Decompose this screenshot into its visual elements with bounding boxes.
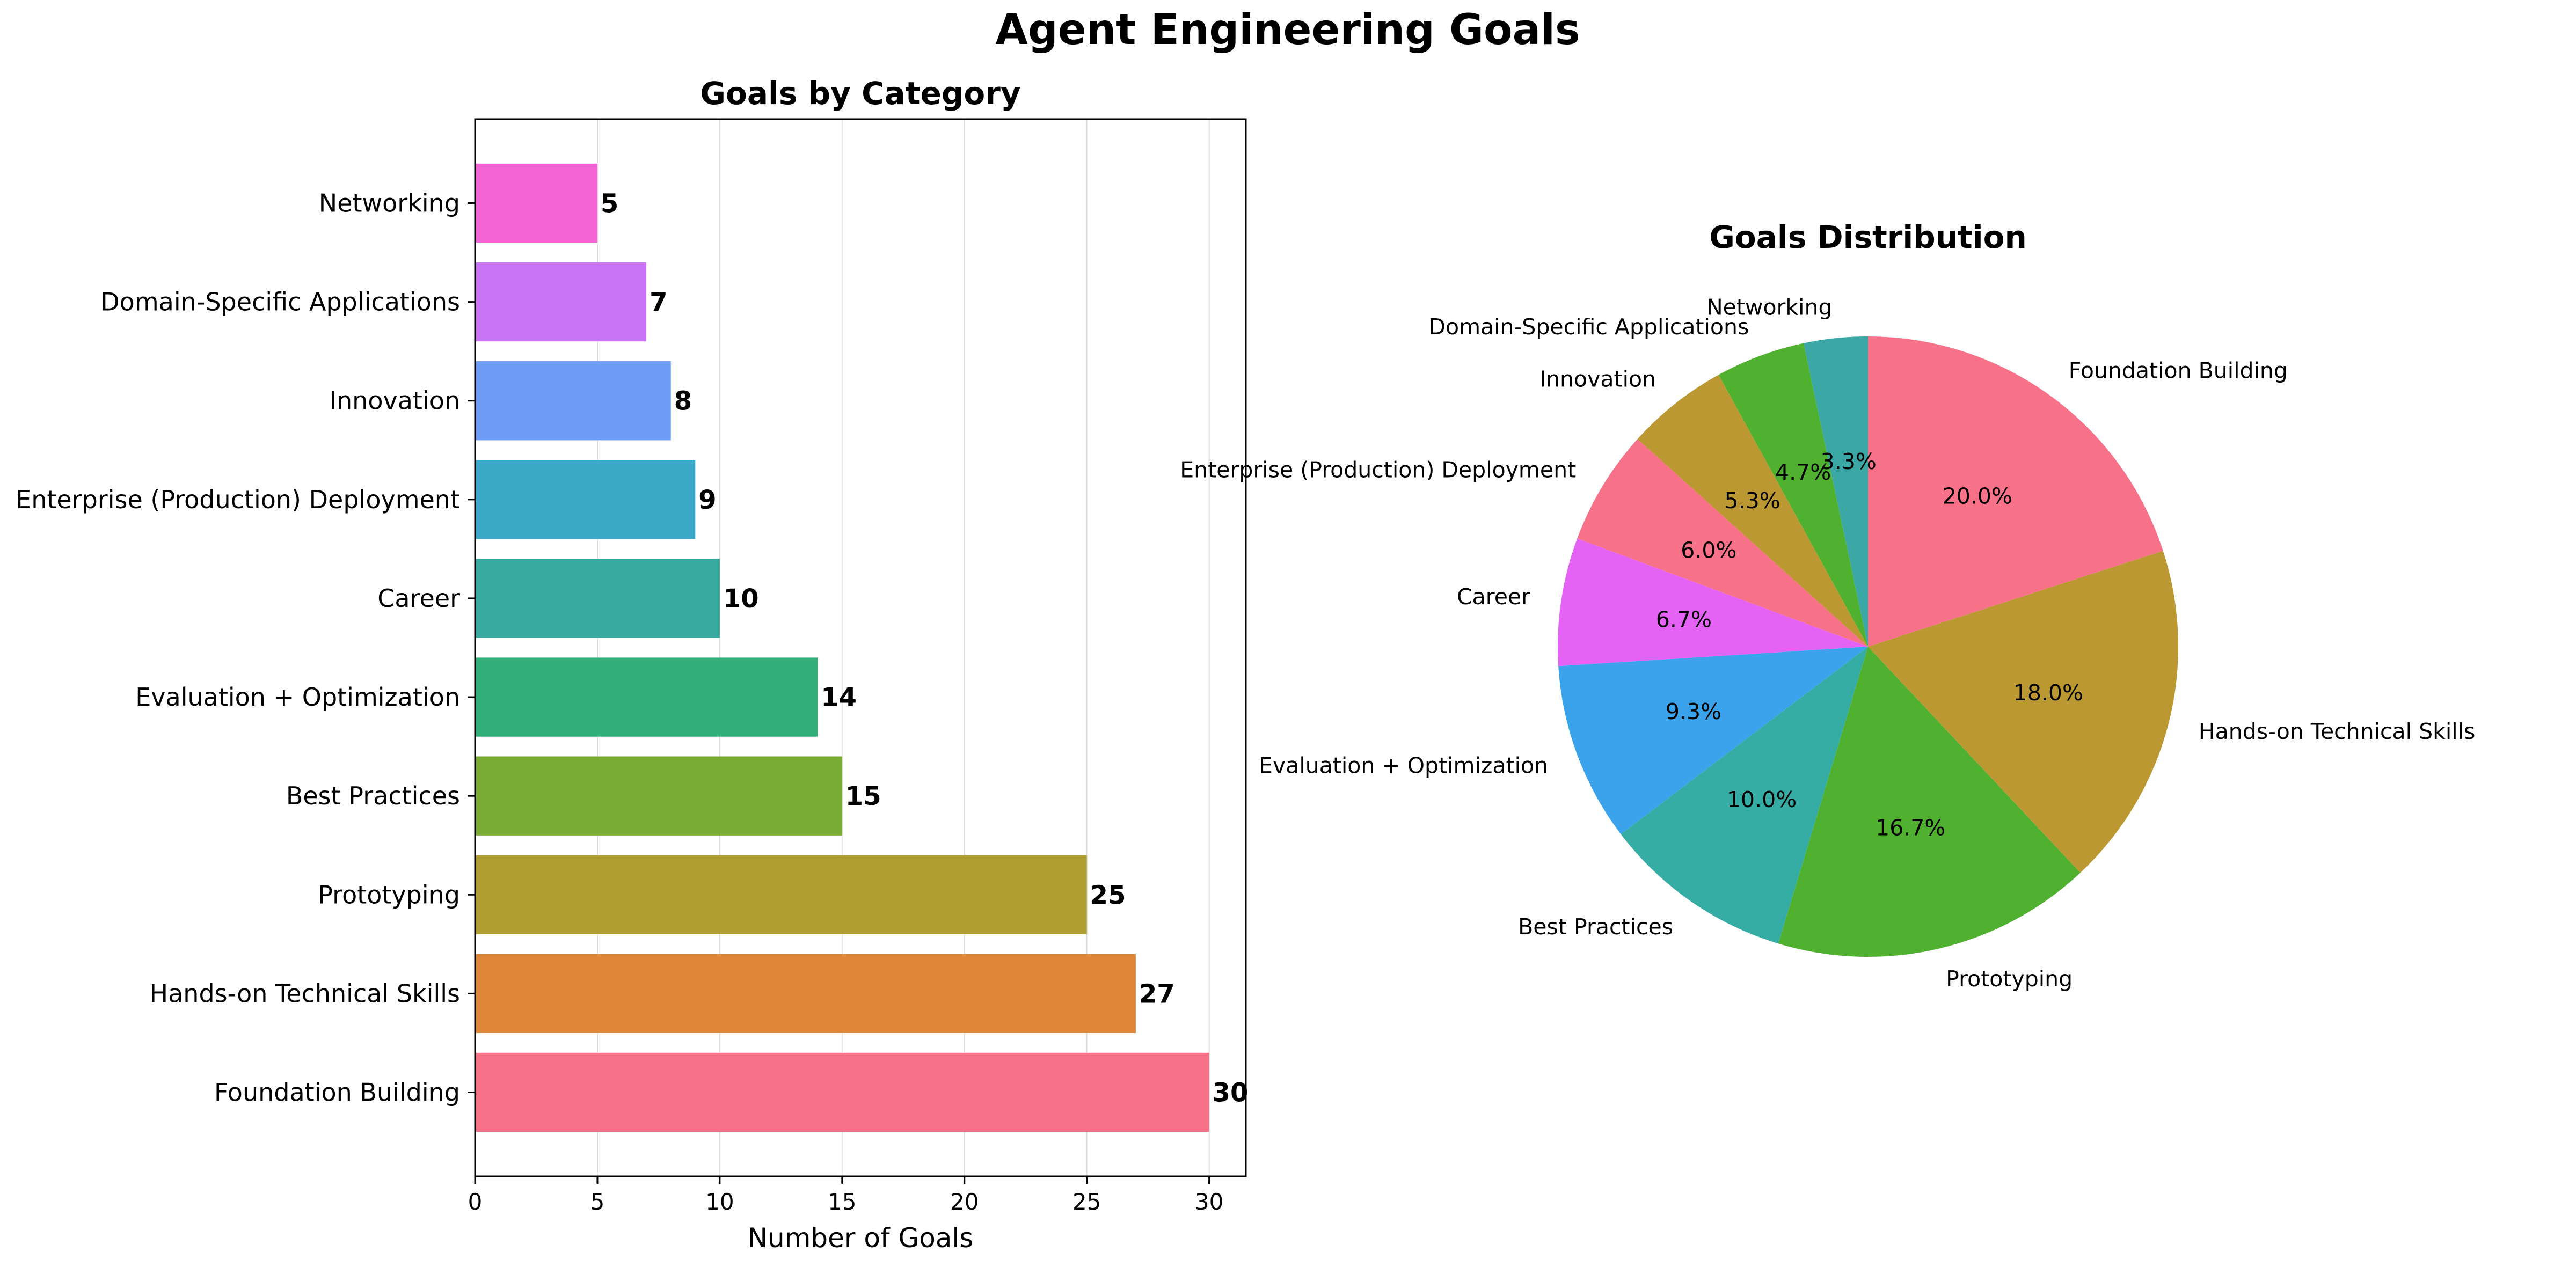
bar-chart-title: Goals by Category (700, 75, 1020, 112)
y-tick-label: Foundation Building (214, 1078, 460, 1107)
pie-wedge-networking (1803, 336, 1868, 647)
pie-chart: Goals Distribution 3.3%4.7% 5.3% 6.0% 6.7% 9… (1180, 219, 2475, 992)
x-tick-label: 30 (1195, 1189, 1223, 1215)
pie-wedge-career (1558, 538, 1868, 667)
bar-networking (475, 163, 597, 243)
bar-chart: Goals by Category Networking Domain-Speci… (16, 75, 1248, 1254)
pie-percent-label: 6.0% (1681, 537, 1736, 563)
pie-label-evaluation-optimization: Evaluation + Optimization (1259, 753, 1548, 779)
pie-wedge-domain-specific-applications (1718, 343, 1868, 647)
bar-domain-specific-applications (475, 262, 647, 342)
pie-label-hands-on-technical-skills: Hands-on Technical Skills (2199, 719, 2476, 744)
bar-prototyping (475, 855, 1087, 934)
pie-wedge-hands-on-technical-skills (1868, 551, 2178, 873)
x-tick-label: 0 (468, 1189, 483, 1215)
x-tick-label: 5 (590, 1189, 605, 1215)
bar-value-label: 9 (698, 485, 716, 515)
bar-value-label: 8 (674, 386, 692, 416)
pie-label-innovation: Innovation (1539, 367, 1656, 392)
pie-wedge-innovation (1637, 375, 1868, 647)
bar-category-labels: Networking Domain-Specific Applications In… (16, 188, 475, 1107)
pie-percent-label: 10.0% (1727, 787, 1797, 812)
pie-label-networking: Networking (1706, 295, 1833, 320)
bar-series (475, 163, 1209, 1132)
bar-axes-frame (474, 118, 1247, 1177)
bar-innovation (475, 361, 671, 441)
pie-percent-label: 9.3% (1666, 699, 1721, 724)
pie-wedge-foundation-building (1868, 336, 2163, 647)
bar-value-labels: 5 7 8 9 10 14 15 25 27 30 (601, 188, 1248, 1108)
bar-x-ticks: 0 5 10 15 20 25 30 (468, 1176, 1223, 1215)
y-tick-label: Enterprise (Production) Deployment (16, 485, 460, 514)
y-tick-label: Domain-Specific Applications (100, 288, 460, 317)
x-tick-label: 15 (828, 1189, 856, 1215)
bar-value-label: 14 (821, 683, 857, 713)
bar-value-label: 30 (1213, 1078, 1249, 1108)
x-tick-label: 20 (950, 1189, 979, 1215)
pie-wedge-best-practices (1621, 647, 1868, 944)
y-tick-label: Best Practices (286, 781, 460, 810)
bar-value-label: 7 (650, 288, 667, 318)
pie-percent-label: 4.7% (1775, 459, 1831, 485)
pie-label-career: Career (1457, 584, 1530, 610)
bar-value-label: 5 (601, 188, 618, 218)
pie-label-best-practices: Best Practices (1518, 914, 1673, 940)
pie-percent-labels: 3.3%4.7% 5.3% 6.0% 6.7% 9.3% 10.0% 16.7% 18.0% 2… (1656, 449, 2083, 841)
pie-label-foundation-building: Foundation Building (2069, 358, 2288, 384)
y-tick-label: Hands-on Technical Skills (150, 979, 460, 1008)
pie-percent-label: 5.3% (1725, 488, 1780, 514)
pie-label-domain-specific-applications: Domain-Specific Applications (1428, 314, 1749, 340)
x-tick-label: 10 (705, 1189, 734, 1215)
bar-foundation-building (475, 1052, 1209, 1132)
pie-percent-label: 6.7% (1656, 606, 1712, 632)
pie-chart-title: Goals Distribution (1709, 219, 2027, 255)
pie-percent-label: 18.0% (2013, 680, 2083, 706)
bar-enterprise-production-deployment (475, 460, 696, 539)
bar-x-axis-label: Number of Goals (748, 1222, 974, 1254)
y-tick-label: Prototyping (318, 880, 460, 909)
pie-percent-label: 20.0% (1943, 483, 2012, 509)
bar-value-label: 10 (723, 584, 759, 614)
y-tick-label: Evaluation + Optimization (135, 683, 460, 712)
pie-label-prototyping: Prototyping (1946, 966, 2073, 992)
bar-evaluation-optimization (475, 657, 818, 737)
pie-wedges (1558, 336, 2178, 957)
pie-percent-label: 3.3% (1821, 449, 1877, 474)
pie-label-enterprise-production-deployment: Enterprise (Production) Deployment (1180, 457, 1576, 483)
pie-wedge-enterprise-production-deployment (1577, 439, 1868, 647)
bar-hands-on-technical-skills (475, 954, 1136, 1034)
bar-value-label: 25 (1090, 880, 1126, 910)
bar-best-practices (475, 756, 842, 836)
figure-title: Agent Engineering Goals (996, 6, 1580, 54)
pie-wedge-evaluation-optimization (1558, 647, 1868, 834)
y-tick-label: Networking (319, 188, 460, 217)
y-tick-label: Innovation (329, 386, 460, 415)
x-tick-label: 25 (1072, 1189, 1101, 1215)
bar-value-label: 15 (845, 781, 881, 811)
pie-percent-label: 16.7% (1876, 815, 1945, 841)
bar-career (475, 559, 720, 638)
pie-wedge-prototyping (1778, 647, 2081, 957)
bar-value-label: 27 (1139, 979, 1175, 1009)
y-tick-label: Career (377, 584, 460, 613)
